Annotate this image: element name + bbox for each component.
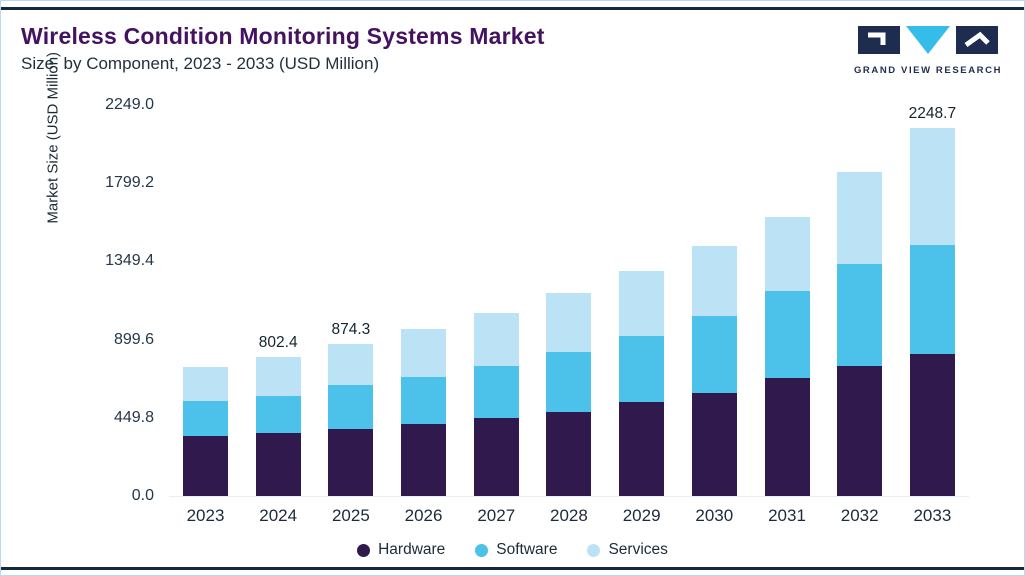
x-axis-label: 2026 xyxy=(404,506,443,525)
bar-column: 2248.7 2033 xyxy=(908,105,957,525)
bar-segment-software xyxy=(619,335,665,403)
bar-segment-services xyxy=(183,367,228,401)
x-axis-label: 2029 xyxy=(622,506,661,525)
bar-segment-software xyxy=(546,351,592,412)
bar-segment-hardware xyxy=(328,429,374,496)
bar-segment-software xyxy=(183,400,228,437)
bar-segment-software xyxy=(401,376,447,425)
bar-segment-services xyxy=(401,329,447,377)
bar-column: 2023 xyxy=(183,105,228,525)
bar-total-label: 2248.7 xyxy=(908,105,957,122)
y-axis-tick-label: 1799.2 xyxy=(105,174,154,192)
legend: Hardware Software Services xyxy=(1,541,1024,559)
y-axis-tick-label: 899.6 xyxy=(113,330,154,348)
bar-segment-hardware xyxy=(837,365,883,496)
bar-segment-software xyxy=(473,365,519,419)
bar-segment-services xyxy=(473,312,519,366)
bar-segment-software xyxy=(255,395,301,434)
bar-segment-hardware xyxy=(619,402,665,496)
bar-total-label: 874.3 xyxy=(331,321,371,339)
bars-container: 2023 802.4 2024 874.3 2025 2026 2027 2028 2029 20… xyxy=(169,105,969,525)
bar-total-label: 802.4 xyxy=(258,333,298,351)
bar-segment-hardware xyxy=(764,377,810,496)
legend-item-software: Software xyxy=(475,541,557,559)
legend-label: Services xyxy=(608,541,668,558)
y-axis-tick-label: 0.0 xyxy=(131,487,154,504)
bar-segment-software xyxy=(764,291,810,378)
bar-segment-hardware xyxy=(401,424,447,496)
x-axis-label: 2028 xyxy=(550,506,588,525)
page-title: Wireless Condition Monitoring Systems Ma… xyxy=(21,23,545,49)
legend-label: Hardware xyxy=(378,541,446,558)
x-axis-label: 2033 xyxy=(913,506,952,525)
bar-segment-software xyxy=(328,384,374,430)
page-subtitle: Size, by Component, 2023 - 2033 (USD Mil… xyxy=(21,54,380,73)
bar-column: 2027 xyxy=(473,105,519,525)
x-axis-label: 2031 xyxy=(768,506,806,525)
legend-dot xyxy=(587,543,601,557)
x-axis-label: 2025 xyxy=(331,506,370,525)
bar-segment-software xyxy=(837,264,883,366)
bottom-border-rule xyxy=(1,567,1024,570)
bar-segment-hardware xyxy=(473,418,519,496)
legend-dot xyxy=(357,543,371,557)
bar-segment-software xyxy=(909,244,955,354)
bar-segment-services xyxy=(328,344,374,385)
bar-column: 2031 xyxy=(764,105,810,525)
bar-segment-services xyxy=(546,293,592,352)
brand-logo-icon xyxy=(858,26,998,54)
y-axis-tick-label: 449.8 xyxy=(113,408,154,426)
top-border-rule xyxy=(1,7,1024,10)
bar-column: 2029 xyxy=(619,105,665,525)
legend-dot xyxy=(475,543,489,557)
bar-column: 2032 xyxy=(837,105,883,525)
legend-item-services: Services xyxy=(587,541,668,559)
plot-area: 0.0 449.8 899.6 1349.4 1799.2 2249.0 2023 802.… xyxy=(105,96,969,525)
bar-segment-services xyxy=(909,128,955,245)
bar-segment-services xyxy=(764,217,810,292)
x-axis-label: 2023 xyxy=(186,506,225,525)
bar-segment-hardware xyxy=(909,353,955,496)
y-axis-tick-label: 2249.0 xyxy=(105,96,154,113)
bar-segment-services xyxy=(619,271,665,336)
bar-segment-software xyxy=(691,315,737,393)
bar-column: 2028 xyxy=(546,105,592,525)
bar-segment-services xyxy=(837,171,883,265)
bar-segment-hardware xyxy=(691,392,737,496)
bar-column: 802.4 2024 xyxy=(255,105,301,525)
legend-item-hardware: Hardware xyxy=(357,541,445,559)
bar-segment-services xyxy=(691,246,737,316)
y-axis-tick-label: 1349.4 xyxy=(105,252,154,270)
bar-segment-services xyxy=(255,356,301,396)
x-axis-label: 2027 xyxy=(477,506,516,525)
chart-header: Wireless Condition Monitoring Systems Ma… xyxy=(21,23,545,74)
bar-column: 2030 xyxy=(691,105,737,525)
legend-label: Software xyxy=(496,541,558,558)
bar-segment-hardware xyxy=(183,436,228,496)
bar-segment-hardware xyxy=(255,433,301,496)
brand-logo: GRAND VIEW RESEARCH xyxy=(852,25,1004,76)
bar-segment-hardware xyxy=(546,411,592,496)
x-axis-label: 2032 xyxy=(840,506,879,525)
bar-column: 874.3 2025 xyxy=(328,105,374,525)
brand-logo-text: GRAND VIEW RESEARCH xyxy=(853,65,1003,76)
x-axis-label: 2024 xyxy=(259,506,298,525)
bar-column: 2026 xyxy=(401,105,447,525)
x-axis-label: 2030 xyxy=(695,506,734,525)
y-axis-title: Market Size (USD Million) xyxy=(44,51,62,224)
